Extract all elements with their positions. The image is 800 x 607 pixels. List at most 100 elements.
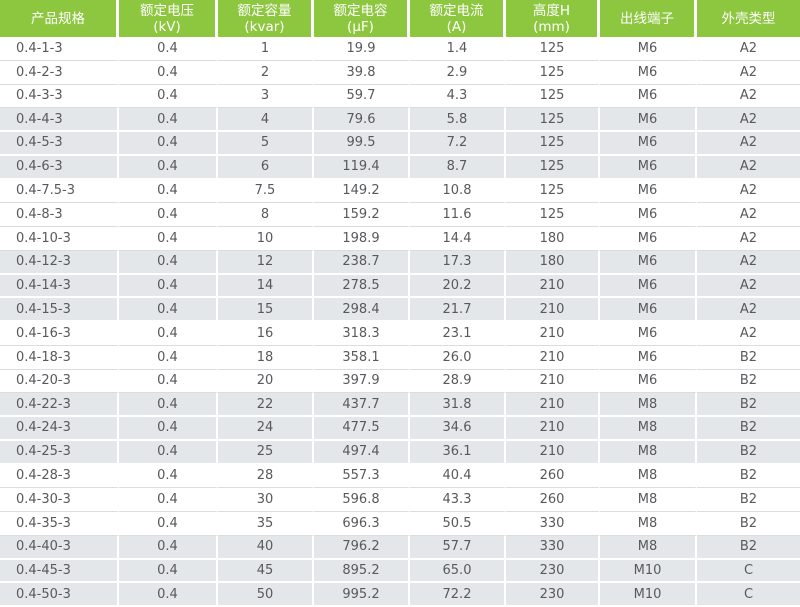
cell-rated-voltage: 0.4 (119, 345, 218, 370)
table-row: 0.4-5-3 0.4 5 99.5 7.2 125 M6 A2 (0, 132, 800, 156)
cell-rated-voltage: 0.4 (119, 250, 218, 275)
cell-height-h: 210 (506, 369, 600, 394)
column-header-unit: (A) (446, 18, 467, 35)
table-row: 0.4-28-3 0.4 28 557.3 40.4 260 M8 B2 (0, 464, 800, 489)
table-row: 0.4-2-3 0.4 2 39.8 2.9 125 M6 A2 (0, 60, 800, 85)
column-header-rated-capacitance: 额定电容 (μF) (314, 0, 410, 37)
cell-rated-capacitance: 19.9 (314, 37, 410, 61)
cell-terminal: M6 (600, 369, 697, 394)
column-header-rated-current: 额定电流 (A) (410, 0, 506, 37)
table-row: 0.4-22-3 0.4 22 437.7 31.8 210 M8 B2 (0, 393, 800, 417)
cell-rated-current: 57.7 (410, 535, 506, 560)
cell-height-h: 125 (506, 84, 600, 109)
cell-rated-voltage: 0.4 (119, 583, 218, 607)
cell-shell-type: A2 (697, 227, 800, 251)
cell-height-h: 125 (506, 108, 600, 132)
column-header-rated-voltage: 额定电压 (kV) (119, 0, 218, 37)
cell-product-spec: 0.4-2-3 (0, 60, 119, 85)
table-row: 0.4-14-3 0.4 14 278.5 20.2 210 M6 A2 (0, 274, 800, 299)
cell-rated-current: 23.1 (410, 322, 506, 346)
cell-shell-type: C (697, 583, 800, 607)
table-row: 0.4-10-3 0.4 10 198.9 14.4 180 M6 A2 (0, 227, 800, 251)
cell-rated-voltage: 0.4 (119, 369, 218, 394)
cell-rated-voltage: 0.4 (119, 108, 218, 132)
column-header-label: 额定容量 (237, 2, 292, 19)
cell-height-h: 210 (506, 345, 600, 370)
cell-shell-type: B2 (697, 393, 800, 417)
cell-product-spec: 0.4-40-3 (0, 535, 119, 560)
cell-shell-type: A2 (697, 155, 800, 180)
cell-terminal: M8 (600, 417, 697, 441)
cell-height-h: 125 (506, 179, 600, 204)
cell-rated-capacitance: 59.7 (314, 84, 410, 109)
cell-rated-capacitance: 437.7 (314, 393, 410, 417)
cell-terminal: M6 (600, 37, 697, 61)
cell-rated-capacitance: 696.3 (314, 512, 410, 536)
cell-terminal: M6 (600, 132, 697, 156)
cell-rated-capacity: 7.5 (218, 179, 314, 204)
column-header-unit: (mm) (533, 18, 570, 35)
cell-rated-capacitance: 895.2 (314, 559, 410, 584)
cell-product-spec: 0.4-14-3 (0, 274, 119, 299)
table-row: 0.4-45-3 0.4 45 895.2 65.0 230 M10 C (0, 559, 800, 584)
table-row: 0.4-1-3 0.4 1 19.9 1.4 125 M6 A2 (0, 37, 800, 61)
cell-terminal: M6 (600, 155, 697, 180)
cell-rated-voltage: 0.4 (119, 132, 218, 156)
cell-rated-current: 11.6 (410, 203, 506, 227)
cell-shell-type: B2 (697, 464, 800, 489)
cell-rated-capacity: 2 (218, 60, 314, 85)
table-row: 0.4-25-3 0.4 25 497.4 36.1 210 M8 B2 (0, 440, 800, 465)
cell-rated-current: 8.7 (410, 155, 506, 180)
cell-rated-capacity: 30 (218, 488, 314, 512)
cell-height-h: 125 (506, 37, 600, 61)
cell-rated-capacitance: 198.9 (314, 227, 410, 251)
column-header-label: 额定电流 (429, 2, 484, 19)
cell-rated-capacitance: 477.5 (314, 417, 410, 441)
cell-rated-voltage: 0.4 (119, 512, 218, 536)
cell-shell-type: B2 (697, 535, 800, 560)
cell-shell-type: A2 (697, 298, 800, 322)
cell-terminal: M8 (600, 464, 697, 489)
table-row: 0.4-40-3 0.4 40 796.2 57.7 330 M8 B2 (0, 535, 800, 560)
cell-rated-current: 5.8 (410, 108, 506, 132)
cell-height-h: 210 (506, 440, 600, 465)
cell-rated-capacitance: 596.8 (314, 488, 410, 512)
cell-shell-type: A2 (697, 203, 800, 227)
cell-rated-voltage: 0.4 (119, 322, 218, 346)
cell-rated-capacity: 4 (218, 108, 314, 132)
column-header-label: 产品规格 (31, 10, 85, 27)
cell-terminal: M6 (600, 227, 697, 251)
cell-rated-current: 36.1 (410, 440, 506, 465)
cell-rated-capacity: 45 (218, 559, 314, 584)
cell-height-h: 125 (506, 155, 600, 180)
cell-shell-type: A2 (697, 37, 800, 61)
table-row: 0.4-8-3 0.4 8 159.2 11.6 125 M6 A2 (0, 203, 800, 227)
cell-rated-capacity: 16 (218, 322, 314, 346)
cell-terminal: M6 (600, 108, 697, 132)
cell-terminal: M6 (600, 60, 697, 85)
cell-rated-capacity: 3 (218, 84, 314, 109)
cell-rated-current: 40.4 (410, 464, 506, 489)
cell-rated-capacitance: 497.4 (314, 440, 410, 465)
cell-rated-current: 72.2 (410, 583, 506, 607)
cell-product-spec: 0.4-50-3 (0, 583, 119, 607)
cell-height-h: 180 (506, 227, 600, 251)
cell-rated-current: 17.3 (410, 250, 506, 275)
cell-product-spec: 0.4-25-3 (0, 440, 119, 465)
cell-product-spec: 0.4-22-3 (0, 393, 119, 417)
cell-rated-voltage: 0.4 (119, 84, 218, 109)
cell-rated-current: 1.4 (410, 37, 506, 61)
cell-rated-voltage: 0.4 (119, 298, 218, 322)
table-row: 0.4-30-3 0.4 30 596.8 43.3 260 M8 B2 (0, 488, 800, 512)
cell-rated-capacity: 12 (218, 250, 314, 275)
cell-rated-capacity: 50 (218, 583, 314, 607)
cell-rated-current: 4.3 (410, 84, 506, 109)
cell-rated-capacitance: 557.3 (314, 464, 410, 489)
cell-height-h: 230 (506, 583, 600, 607)
cell-height-h: 180 (506, 250, 600, 275)
cell-rated-capacity: 22 (218, 393, 314, 417)
cell-height-h: 330 (506, 535, 600, 560)
cell-rated-capacity: 14 (218, 274, 314, 299)
cell-rated-voltage: 0.4 (119, 179, 218, 204)
